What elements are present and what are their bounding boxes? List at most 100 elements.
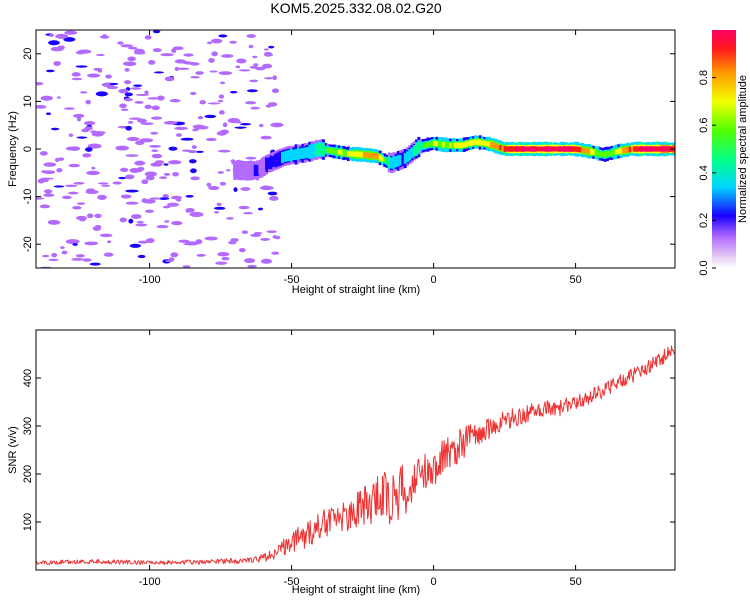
noise-speckle	[72, 205, 82, 210]
noise-speckle	[206, 182, 212, 187]
noise-speckle	[40, 177, 54, 180]
noise-speckle-core	[190, 169, 196, 173]
noise-speckle	[259, 123, 264, 128]
ridge-cell	[308, 146, 312, 158]
spectrogram-ytick-label: 0	[22, 146, 34, 152]
ridge-cell	[333, 148, 337, 155]
ridge-cell	[249, 164, 253, 176]
noise-speckle-core	[51, 41, 57, 44]
noise-speckle	[226, 169, 231, 172]
snr-xtick-label: -50	[284, 576, 300, 588]
noise-speckle	[218, 94, 225, 99]
noise-speckle	[79, 218, 86, 222]
ridge-cell	[253, 164, 257, 177]
noise-speckle	[261, 185, 270, 190]
ridge-cell	[251, 164, 255, 177]
ridge-cell	[446, 142, 450, 148]
ridge-cell	[392, 156, 396, 168]
ridge-cell	[451, 142, 455, 148]
noise-speckle	[72, 243, 78, 246]
ridge-cell	[469, 140, 473, 146]
noise-speckle	[127, 120, 134, 124]
noise-speckle	[183, 53, 194, 57]
noise-speckle	[208, 57, 215, 63]
spectrogram-ytick-label: -20	[22, 236, 34, 252]
ridge-cell	[637, 146, 641, 152]
noise-speckle	[238, 248, 246, 253]
ridge-cell	[583, 147, 587, 154]
noise-speckle	[102, 34, 107, 37]
noise-speckle	[85, 99, 91, 105]
noise-speckle	[182, 265, 191, 268]
noise-speckle	[222, 122, 228, 128]
noise-speckle	[125, 189, 139, 193]
noise-speckle	[241, 230, 249, 235]
noise-speckle	[112, 181, 122, 185]
ridge-cell	[396, 155, 400, 167]
ridge-cell	[260, 161, 264, 174]
noise-speckle	[68, 163, 81, 168]
ridge-cell	[592, 149, 596, 155]
ridge-cell	[358, 152, 362, 157]
noise-speckle	[75, 254, 85, 258]
ridge-cell	[237, 164, 241, 176]
ridge-cell	[569, 146, 573, 152]
noise-speckle	[244, 101, 257, 105]
noise-speckle	[84, 126, 93, 131]
ridge-cell	[242, 164, 246, 177]
noise-speckle	[214, 211, 220, 214]
ridge-cell	[519, 146, 523, 152]
noise-speckle	[217, 171, 225, 174]
ridge-cell	[271, 155, 275, 167]
noise-speckle	[129, 243, 142, 248]
noise-speckle-core	[135, 84, 141, 87]
snr-panel: -100 -50 0 50 100 200 300 400 Height of straig…	[7, 329, 676, 596]
ridge-cell	[371, 153, 375, 159]
noise-speckle	[260, 237, 271, 241]
ridge-cell	[585, 148, 589, 154]
spectrogram-ytick-label: 10	[22, 95, 34, 107]
noise-speckle	[218, 149, 231, 153]
ridge-cell	[599, 151, 603, 157]
noise-speckle	[204, 236, 218, 241]
ridge-cell	[330, 148, 334, 154]
ridge-cell	[508, 146, 512, 152]
noise-speckle	[56, 96, 61, 99]
noise-speckle	[145, 175, 155, 181]
noise-speckle	[72, 113, 85, 118]
ridge-cell	[515, 146, 519, 152]
ridge-cell	[633, 146, 637, 152]
spectrogram-x-axis: -100 -50 0 50	[139, 30, 582, 286]
noise-speckle	[271, 251, 280, 255]
ridge-cell	[644, 146, 648, 152]
noise-speckle	[264, 48, 269, 51]
ridge-cell	[555, 146, 559, 152]
ridge-cell	[471, 139, 475, 146]
ridge-cell	[649, 146, 653, 152]
ridge-cell	[601, 151, 605, 158]
noise-speckle	[220, 129, 229, 135]
spectrogram-ytick-label: -10	[22, 189, 34, 205]
ridge-cell	[512, 146, 516, 152]
noise-speckle	[269, 196, 279, 201]
ridge-cell	[612, 149, 616, 156]
noise-speckle	[148, 60, 156, 65]
noise-speckle	[149, 144, 162, 148]
noise-speckle	[221, 54, 234, 58]
ridge-cell	[530, 146, 534, 152]
ridge-cell	[240, 165, 244, 176]
ridge-cell	[480, 140, 484, 146]
noise-speckle	[176, 67, 190, 70]
spectrogram-noise-region	[36, 30, 284, 268]
noise-speckle	[134, 160, 146, 166]
ridge-cell	[658, 146, 662, 152]
noise-speckle	[36, 197, 45, 200]
ridge-cell	[344, 150, 348, 157]
colorbar: 0.0 0.2 0.4 0.6 0.8 Normalized spectral ampl…	[698, 30, 749, 276]
noise-speckle	[75, 65, 88, 68]
ridge-cell	[567, 146, 571, 152]
noise-speckle	[216, 202, 222, 206]
noise-speckle-core	[52, 127, 58, 131]
noise-speckle-core	[207, 115, 213, 118]
